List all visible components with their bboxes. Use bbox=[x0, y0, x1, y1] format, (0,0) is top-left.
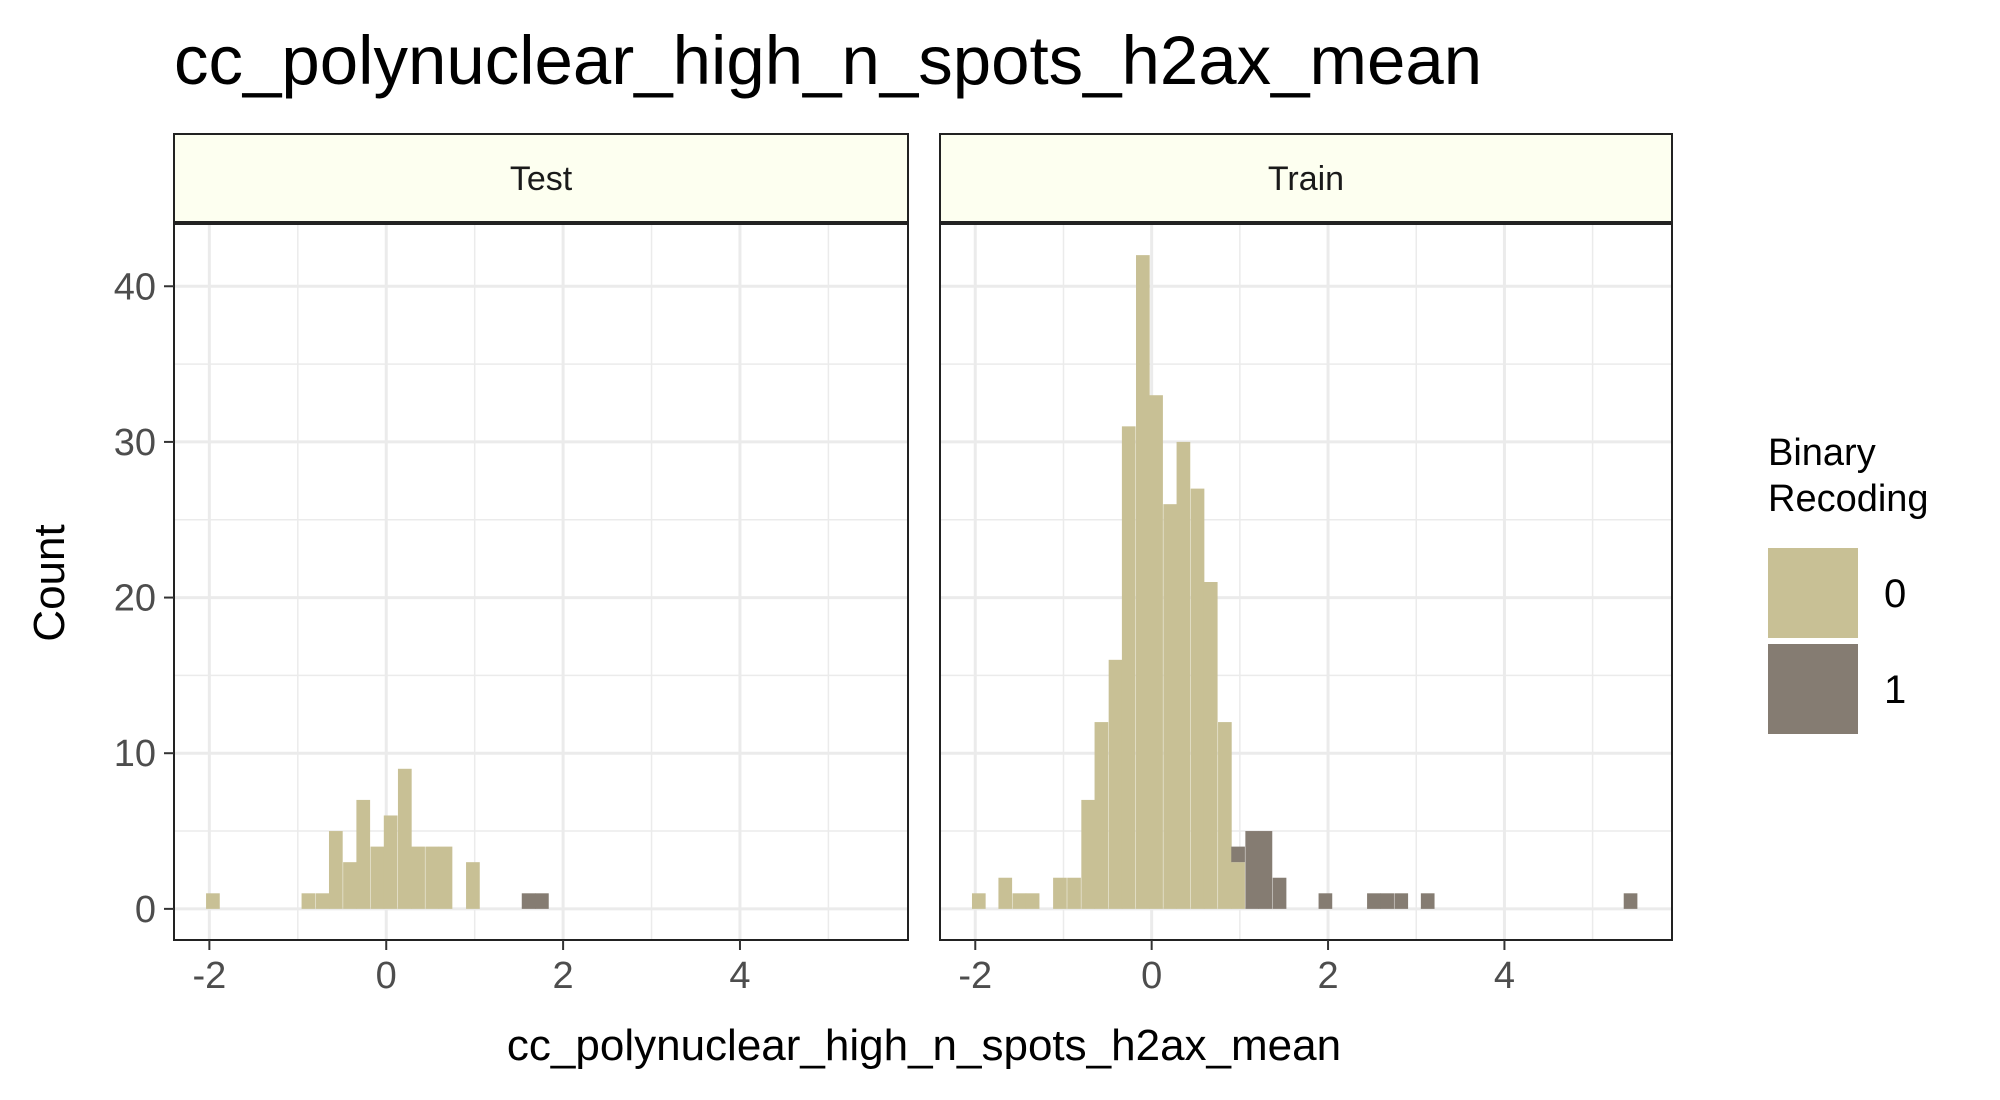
histogram-bar-class-0 bbox=[1231, 862, 1245, 909]
facet-strip-label: Test bbox=[510, 160, 573, 198]
histogram-bar-class-1 bbox=[1623, 893, 1638, 909]
histogram-bar-class-0 bbox=[425, 846, 440, 909]
histogram-bar-class-0 bbox=[1094, 722, 1109, 909]
histogram-bar-class-0 bbox=[1108, 659, 1123, 909]
panel-border bbox=[939, 223, 1673, 941]
histogram-bar-class-1 bbox=[1231, 846, 1245, 863]
histogram-bar-class-0 bbox=[438, 846, 453, 909]
histogram-bar-class-0 bbox=[971, 893, 986, 909]
y-tick-label: 20 bbox=[114, 578, 156, 620]
histogram-bar-class-1 bbox=[1272, 877, 1287, 909]
histogram-bar-class-0 bbox=[411, 846, 425, 909]
legend-label: 0 bbox=[1884, 572, 1906, 616]
histogram-bar-class-0 bbox=[1012, 893, 1027, 909]
panel-border bbox=[173, 223, 909, 941]
histogram-bar-class-0 bbox=[315, 893, 330, 909]
histogram-bar-class-1 bbox=[1318, 893, 1333, 909]
histogram-bar-class-1 bbox=[535, 893, 549, 909]
legend-key-0 bbox=[1768, 548, 1858, 638]
y-tick-label: 40 bbox=[114, 266, 156, 308]
histogram-bar-class-0 bbox=[1218, 722, 1232, 909]
legend-title: Recoding bbox=[1768, 478, 1929, 520]
y-tick-label: 30 bbox=[114, 422, 156, 464]
histogram-bar-class-0 bbox=[301, 893, 316, 909]
x-tick-label: 0 bbox=[1141, 955, 1162, 997]
histogram-bar-class-1 bbox=[1420, 893, 1435, 909]
legend-key-1 bbox=[1768, 644, 1858, 734]
x-tick-label: 4 bbox=[1494, 955, 1515, 997]
histogram-bar-class-0 bbox=[1053, 877, 1067, 909]
histogram-bar-class-0 bbox=[466, 862, 480, 909]
legend-label: 1 bbox=[1884, 668, 1906, 712]
histogram-bar-class-1 bbox=[1258, 831, 1273, 909]
facet-panel-train: Train -2 0 2 4 bbox=[939, 133, 1673, 997]
y-tick-label: 0 bbox=[135, 889, 156, 931]
x-tick-label: 2 bbox=[1317, 955, 1338, 997]
histogram-bar-class-0 bbox=[397, 768, 412, 909]
facet-strip bbox=[173, 133, 909, 223]
histogram-bar-class-1 bbox=[1380, 893, 1394, 909]
facet-strip-label: Train bbox=[1268, 160, 1344, 198]
histogram-bar-class-0 bbox=[1149, 395, 1163, 909]
legend-title: Binary bbox=[1768, 432, 1876, 474]
x-tick-label: 0 bbox=[376, 955, 397, 997]
chart-title: cc_polynuclear_high_n_spots_h2ax_mean bbox=[174, 22, 1482, 99]
histogram-bar-class-0 bbox=[206, 893, 220, 909]
histogram-bar-class-0 bbox=[370, 846, 385, 909]
histogram-bar-class-0 bbox=[1163, 504, 1178, 909]
y-tick-label: 10 bbox=[114, 733, 156, 775]
histogram-bar-class-0 bbox=[1081, 799, 1095, 909]
histogram-bar-class-0 bbox=[1136, 255, 1150, 909]
histogram-bar-class-0 bbox=[356, 799, 371, 909]
x-tick-label: 4 bbox=[729, 955, 750, 997]
histogram-bar-class-0 bbox=[1176, 441, 1191, 909]
histogram-bar-class-0 bbox=[1121, 426, 1136, 909]
x-tick-label: -2 bbox=[958, 955, 992, 997]
x-tick-label: -2 bbox=[192, 955, 226, 997]
panel-background bbox=[174, 224, 908, 940]
histogram-bar-class-0 bbox=[328, 831, 343, 909]
histogram-bar-class-0 bbox=[1067, 877, 1081, 909]
histogram-bar-class-0 bbox=[343, 862, 357, 909]
histogram-bar-class-0 bbox=[998, 877, 1013, 909]
histogram-bar-class-1 bbox=[1367, 893, 1381, 909]
histogram-bar-class-0 bbox=[383, 815, 398, 909]
histogram-bar-class-1 bbox=[521, 893, 536, 909]
histogram-bar-class-0 bbox=[1025, 893, 1040, 909]
x-axis-title: cc_polynuclear_high_n_spots_h2ax_mean bbox=[507, 1021, 1341, 1070]
panel-background bbox=[940, 224, 1672, 940]
y-axis-title: Count bbox=[25, 524, 74, 641]
histogram-bar-class-0 bbox=[1203, 582, 1218, 909]
histogram-bar-class-0 bbox=[1190, 488, 1205, 909]
x-tick-label: 2 bbox=[553, 955, 574, 997]
histogram-bar-class-1 bbox=[1245, 831, 1260, 909]
histogram-bar-class-1 bbox=[1394, 893, 1409, 909]
facet-strip bbox=[939, 133, 1673, 223]
